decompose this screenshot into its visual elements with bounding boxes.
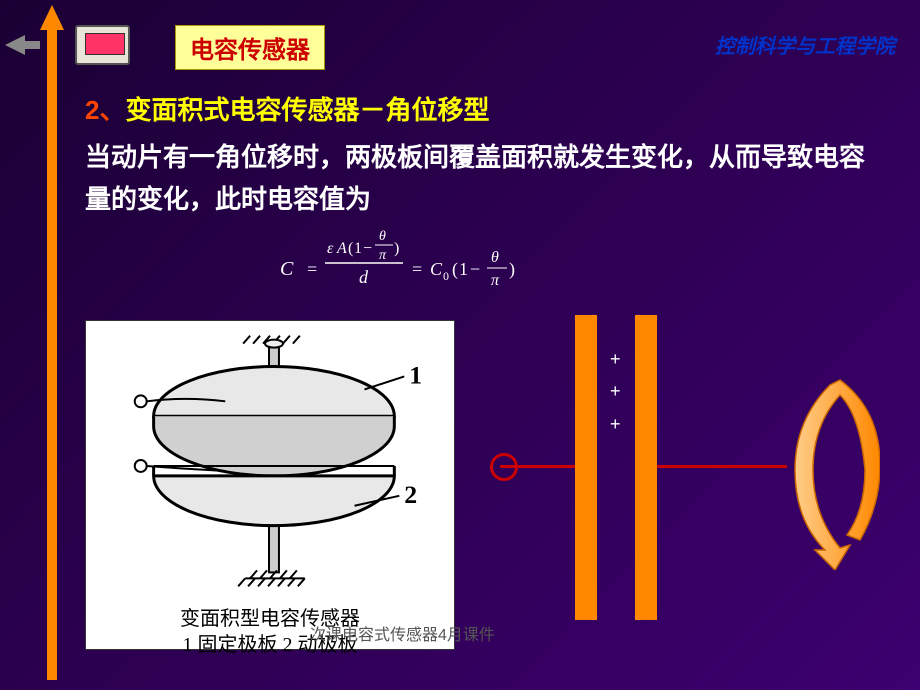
svg-text:π: π (491, 272, 500, 289)
section-heading: 2、变面积式电容传感器－角位移型 (85, 90, 890, 127)
svg-text:(: ( (452, 259, 458, 280)
capacitor-plate-right (635, 315, 657, 620)
svg-text:(: ( (348, 240, 353, 257)
svg-text:−: − (363, 240, 372, 257)
svg-text:=: = (307, 259, 317, 279)
formula: C = ε A ( 1 − θ π ) d = C 0 ( 1 − θ π ) (275, 225, 555, 300)
section-title: 变面积式电容传感器－角位移型 (125, 95, 489, 125)
title-badge: 电容传感器 (175, 25, 325, 70)
svg-text:ε: ε (327, 240, 334, 257)
svg-text:): ) (394, 240, 399, 257)
svg-text:A: A (336, 240, 347, 257)
svg-text:d: d (359, 267, 369, 287)
rotation-arrow-icon (785, 370, 880, 570)
sensor-diagram: 135x="160" y1="14" x2="220" y2="14"/> 1 … (85, 320, 455, 650)
svg-text:C: C (280, 258, 294, 280)
body-text: 当动片有一角位移时，两极板间覆盖面积就发生变化，从而导致电容量的变化，此时电容值… (85, 137, 890, 220)
svg-text:): ) (509, 259, 515, 280)
footer-text: 次课电容式传感器4月课件 (310, 621, 495, 645)
terminal-left (490, 453, 518, 481)
svg-text:0: 0 (443, 269, 449, 283)
content-area: 2、变面积式电容传感器－角位移型 当动片有一角位移时，两极板间覆盖面积就发生变化… (85, 90, 890, 220)
svg-text:1: 1 (409, 360, 422, 389)
svg-text:2: 2 (404, 480, 417, 509)
arrow-left-icon (5, 35, 25, 55)
institute-label: 控制科学与工程学院 (715, 30, 895, 59)
svg-text:1: 1 (459, 259, 468, 279)
capacitor-schematic: + + + (490, 315, 910, 635)
slide-nav-decoration (0, 0, 70, 70)
oscilloscope-icon (75, 25, 130, 65)
section-number: 2、 (85, 95, 125, 125)
wire-right (657, 465, 787, 468)
svg-text:θ: θ (379, 229, 386, 244)
svg-text:θ: θ (491, 249, 499, 266)
svg-text:π: π (379, 248, 387, 263)
arrow-up-icon (40, 5, 64, 30)
capacitor-plate-left (575, 315, 597, 620)
svg-text:1: 1 (354, 240, 362, 257)
plus-signs: + + + (610, 343, 621, 440)
svg-text:C: C (430, 259, 443, 279)
svg-text:−: − (470, 259, 480, 279)
svg-text:=: = (412, 259, 422, 279)
